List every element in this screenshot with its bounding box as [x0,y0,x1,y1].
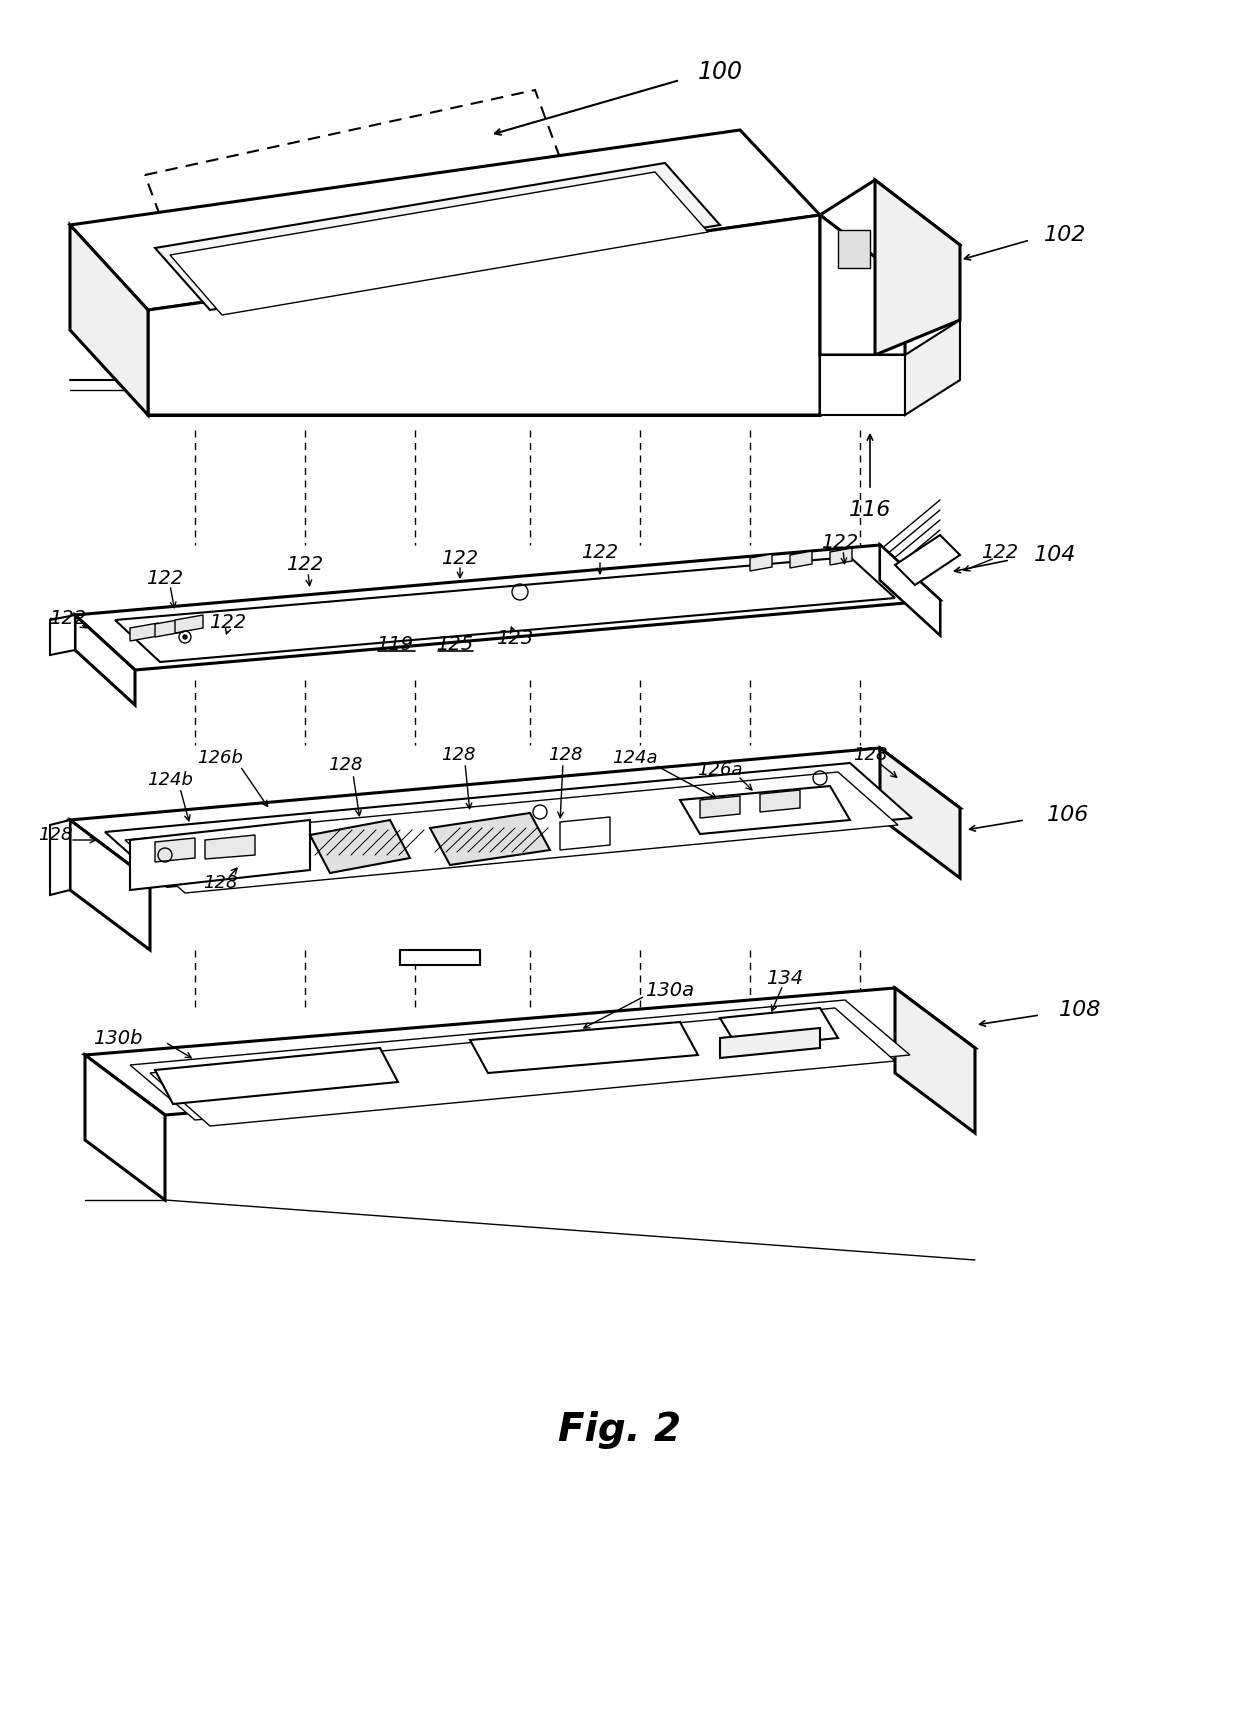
Polygon shape [720,1029,820,1058]
Polygon shape [820,215,905,355]
Polygon shape [470,1022,698,1074]
Polygon shape [155,163,720,310]
Text: 122: 122 [981,544,1018,563]
Polygon shape [830,547,852,565]
Text: 130b: 130b [93,1029,143,1048]
Polygon shape [880,546,940,636]
Polygon shape [115,558,895,662]
Text: 119: 119 [377,636,414,655]
Polygon shape [820,180,960,281]
Polygon shape [895,535,960,585]
Polygon shape [701,797,740,818]
Polygon shape [790,551,812,568]
Text: 122: 122 [210,613,247,632]
Text: 122: 122 [286,556,324,575]
Polygon shape [760,790,800,812]
Polygon shape [50,615,74,655]
Text: 130a: 130a [646,980,694,999]
Polygon shape [150,1008,895,1126]
Polygon shape [820,355,905,416]
Polygon shape [880,546,940,636]
Text: 123: 123 [496,629,533,648]
Text: 122: 122 [146,568,184,587]
Polygon shape [680,786,849,835]
Text: 104: 104 [1034,546,1076,565]
Polygon shape [905,320,960,416]
Polygon shape [170,171,708,315]
Polygon shape [69,819,150,949]
Polygon shape [175,615,203,632]
Text: 124a: 124a [613,748,657,767]
Text: 116: 116 [849,501,892,520]
Text: 102: 102 [1044,225,1086,244]
Polygon shape [750,554,773,572]
Text: 122: 122 [821,533,858,553]
Polygon shape [69,130,820,310]
Text: 108: 108 [1059,999,1101,1020]
Text: 122: 122 [441,549,479,568]
Polygon shape [50,819,69,895]
Polygon shape [155,618,184,637]
Text: 134: 134 [766,968,804,987]
Polygon shape [720,1008,838,1048]
Polygon shape [125,772,898,894]
Polygon shape [86,987,975,1115]
Polygon shape [838,230,870,268]
Polygon shape [148,215,820,416]
Text: 124b: 124b [148,771,193,790]
Text: 122: 122 [50,608,87,627]
Polygon shape [74,615,135,705]
Polygon shape [401,949,480,965]
Text: 128: 128 [548,746,583,764]
Text: 126b: 126b [197,748,243,767]
Text: Fig. 2: Fig. 2 [558,1412,682,1450]
Polygon shape [130,999,910,1121]
Polygon shape [560,818,610,850]
Text: 128: 128 [327,755,362,774]
Text: 122: 122 [582,544,619,563]
Polygon shape [875,180,960,355]
Polygon shape [74,546,940,670]
Polygon shape [880,748,960,878]
Polygon shape [86,1055,165,1200]
Circle shape [184,636,187,639]
Text: 125: 125 [436,636,474,655]
Text: 126a: 126a [697,760,743,779]
Polygon shape [130,819,310,890]
Polygon shape [155,1048,398,1103]
Polygon shape [205,835,255,859]
Text: 100: 100 [697,61,743,83]
Polygon shape [145,90,570,270]
Text: 128: 128 [853,746,888,764]
Polygon shape [430,812,551,864]
Polygon shape [895,987,975,1133]
Polygon shape [310,819,410,873]
Polygon shape [155,838,195,863]
Polygon shape [69,225,148,416]
Text: 128: 128 [203,875,237,892]
Polygon shape [105,764,911,887]
Text: 128: 128 [440,746,475,764]
Text: 128: 128 [37,826,72,843]
Polygon shape [69,748,960,880]
Text: 106: 106 [1047,805,1089,824]
Polygon shape [130,624,157,641]
